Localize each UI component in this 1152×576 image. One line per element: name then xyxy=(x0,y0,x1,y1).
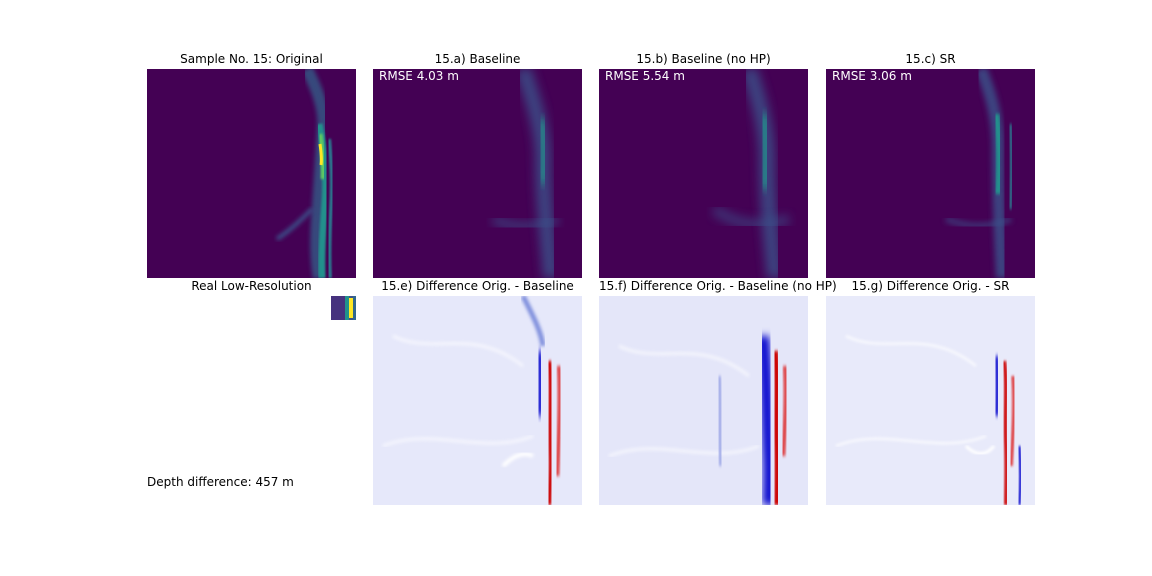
diff-baseline-image xyxy=(373,296,582,505)
sr-title: 15.c) SR xyxy=(905,52,956,66)
sr-image: RMSE 3.06 m xyxy=(826,69,1035,278)
diff-baseline-title: 15.e) Difference Orig. - Baseline xyxy=(381,279,574,293)
original-title: Sample No. 15: Original xyxy=(180,52,323,66)
baseline-nohp-title: 15.b) Baseline (no HP) xyxy=(636,52,771,66)
diff-sr-image xyxy=(826,296,1035,505)
baseline-image: RMSE 4.03 m xyxy=(373,69,582,278)
diff-sr-title: 15.g) Difference Orig. - SR xyxy=(851,279,1010,293)
diff-baseline-nohp-image xyxy=(599,296,808,505)
low-res-title: Real Low-Resolution xyxy=(191,279,312,293)
original-image xyxy=(147,69,356,278)
sr-rmse: RMSE 3.06 m xyxy=(832,69,912,83)
baseline-nohp-image: RMSE 5.54 m xyxy=(599,69,808,278)
baseline-nohp-rmse: RMSE 5.54 m xyxy=(605,69,685,83)
baseline-title: 15.a) Baseline xyxy=(434,52,521,66)
low-res-thumbnail xyxy=(331,296,356,320)
baseline-rmse: RMSE 4.03 m xyxy=(379,69,459,83)
depth-difference-label: Depth difference: 457 m xyxy=(147,475,294,489)
diff-baseline-nohp-title: 15.f) Difference Orig. - Baseline (no HP… xyxy=(599,279,837,293)
